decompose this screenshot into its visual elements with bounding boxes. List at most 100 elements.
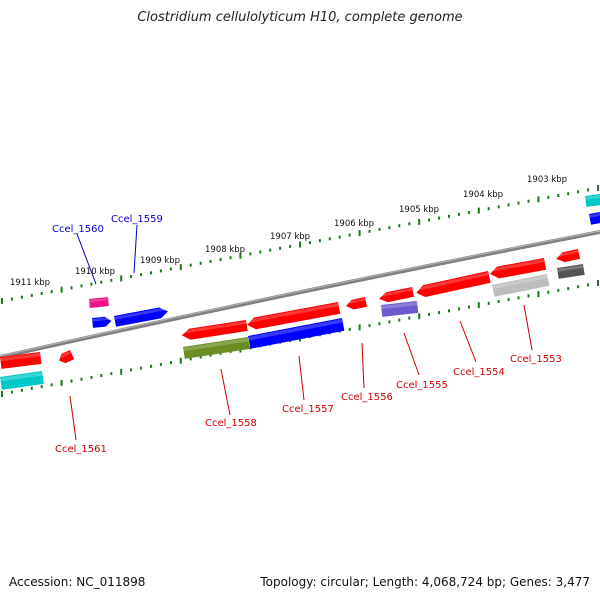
gene-red-1556[interactable] xyxy=(345,297,367,310)
gene-darkgray-1552[interactable] xyxy=(557,264,585,279)
gene-darkgray-1552-highlight xyxy=(557,265,584,272)
minor-tick xyxy=(159,362,162,366)
gene-blue-1560[interactable] xyxy=(92,316,112,328)
major-tick xyxy=(477,302,480,309)
minor-tick xyxy=(140,366,143,370)
gene-red-1556-highlight xyxy=(345,298,366,305)
minor-tick xyxy=(209,259,212,263)
minor-tick xyxy=(497,300,500,303)
minor-tick xyxy=(150,364,152,368)
minor-tick xyxy=(169,267,172,271)
gene-red-1552[interactable] xyxy=(555,249,581,263)
gene-label-ccel-1560[interactable]: Ccel_1560 xyxy=(52,224,104,235)
gene-pink-1560[interactable] xyxy=(89,297,109,308)
gene-red-1555-highlight xyxy=(378,288,413,298)
minor-tick xyxy=(159,269,162,273)
gene-red-1557-highlight xyxy=(246,303,339,324)
gene-blue-1559[interactable] xyxy=(114,307,168,327)
tick-label: 1907 kbp xyxy=(270,232,310,242)
gene-silver-1553[interactable] xyxy=(492,274,550,297)
minor-tick xyxy=(279,246,282,250)
major-tick xyxy=(1,298,3,304)
major-tick xyxy=(60,286,63,293)
gene-blue-1557[interactable] xyxy=(248,318,345,349)
tick-label: 1905 kbp xyxy=(399,205,439,215)
minor-tick xyxy=(368,229,371,233)
minor-tick xyxy=(467,305,470,309)
minor-tick xyxy=(269,248,272,252)
tick-label: 1909 kbp xyxy=(140,256,180,266)
gene-red-left-body xyxy=(0,352,42,369)
minor-tick xyxy=(577,190,580,194)
gene-silver-1553-body xyxy=(492,274,550,297)
gene-cyan-left-highlight xyxy=(0,372,43,382)
gene-silver-1553-highlight xyxy=(492,275,548,290)
minor-tick xyxy=(487,207,490,211)
tick-label: 1911 kbp xyxy=(10,278,50,288)
accession-text: Accession: NC_011898 xyxy=(9,575,146,589)
gene-cyan-left[interactable] xyxy=(0,371,44,390)
leader-line xyxy=(76,233,97,285)
minor-tick xyxy=(308,241,311,245)
gene-label-ccel-1558[interactable]: Ccel_1558 xyxy=(205,418,257,429)
gene-label-ccel-1559[interactable]: Ccel_1559 xyxy=(111,214,163,225)
major-tick xyxy=(418,313,421,320)
gene-label-ccel-1555[interactable]: Ccel_1555 xyxy=(396,380,448,391)
leader-line xyxy=(220,368,231,416)
gene-red-1558[interactable] xyxy=(181,320,248,340)
minor-tick xyxy=(199,261,202,265)
tick-label: 1903 kbp xyxy=(527,175,567,185)
gene-red-1561-highlight xyxy=(57,350,72,360)
minor-tick xyxy=(318,239,321,243)
gene-cyan-top[interactable] xyxy=(585,194,600,207)
gene-red-1558-highlight xyxy=(181,321,247,334)
gene-pink-1560-body xyxy=(89,297,109,308)
minor-tick xyxy=(189,357,192,361)
minor-tick xyxy=(140,273,143,277)
gene-label-ccel-1557[interactable]: Ccel_1557 xyxy=(282,404,334,415)
minor-tick xyxy=(507,298,510,302)
gene-red-1558-body xyxy=(181,320,248,340)
minor-tick xyxy=(368,324,371,328)
gene-blue-1560-body xyxy=(92,316,112,328)
minor-tick xyxy=(567,287,570,291)
minor-tick xyxy=(249,252,252,256)
minor-tick xyxy=(487,301,490,305)
gene-purple-1555[interactable] xyxy=(381,301,419,317)
minor-tick xyxy=(80,284,83,288)
minor-tick xyxy=(457,212,460,216)
gene-purple-1555-highlight xyxy=(381,302,418,310)
gene-blue-top[interactable] xyxy=(589,212,600,225)
gene-red-1554-body xyxy=(416,271,491,297)
minor-tick xyxy=(398,318,401,322)
gene-red-1553-highlight xyxy=(489,259,545,273)
gene-label-ccel-1553[interactable]: Ccel_1553 xyxy=(510,354,562,365)
gene-label-ccel-1561[interactable]: Ccel_1561 xyxy=(55,444,107,455)
gene-red-left[interactable] xyxy=(0,352,42,369)
minor-tick xyxy=(567,192,570,196)
gene-label-ccel-1554[interactable]: Ccel_1554 xyxy=(453,367,505,378)
gene-olive-1558[interactable] xyxy=(183,337,250,359)
minor-tick xyxy=(40,292,43,295)
minor-tick xyxy=(130,368,133,372)
minor-tick xyxy=(100,374,103,377)
minor-tick xyxy=(10,297,13,301)
gene-red-1553[interactable] xyxy=(489,258,547,279)
minor-tick xyxy=(428,218,431,222)
gene-red-1554[interactable] xyxy=(415,271,491,297)
minor-tick xyxy=(30,293,33,297)
gene-red-1561[interactable] xyxy=(57,350,75,364)
gene-labels: Ccel_1561 Ccel_1560 Ccel_1559 Ccel_1558 … xyxy=(52,214,562,455)
gene-red-1557-body xyxy=(247,302,341,330)
minor-tick xyxy=(259,250,262,254)
major-tick xyxy=(179,357,182,364)
gene-label-ccel-1556[interactable]: Ccel_1556 xyxy=(341,392,393,403)
gene-label-leaders xyxy=(69,224,533,441)
minor-tick xyxy=(289,244,292,248)
major-tick xyxy=(358,230,361,237)
gene-red-1555[interactable] xyxy=(378,287,414,303)
major-tick xyxy=(120,368,123,375)
gene-red-1557[interactable] xyxy=(246,302,341,330)
major-tick xyxy=(299,241,301,248)
